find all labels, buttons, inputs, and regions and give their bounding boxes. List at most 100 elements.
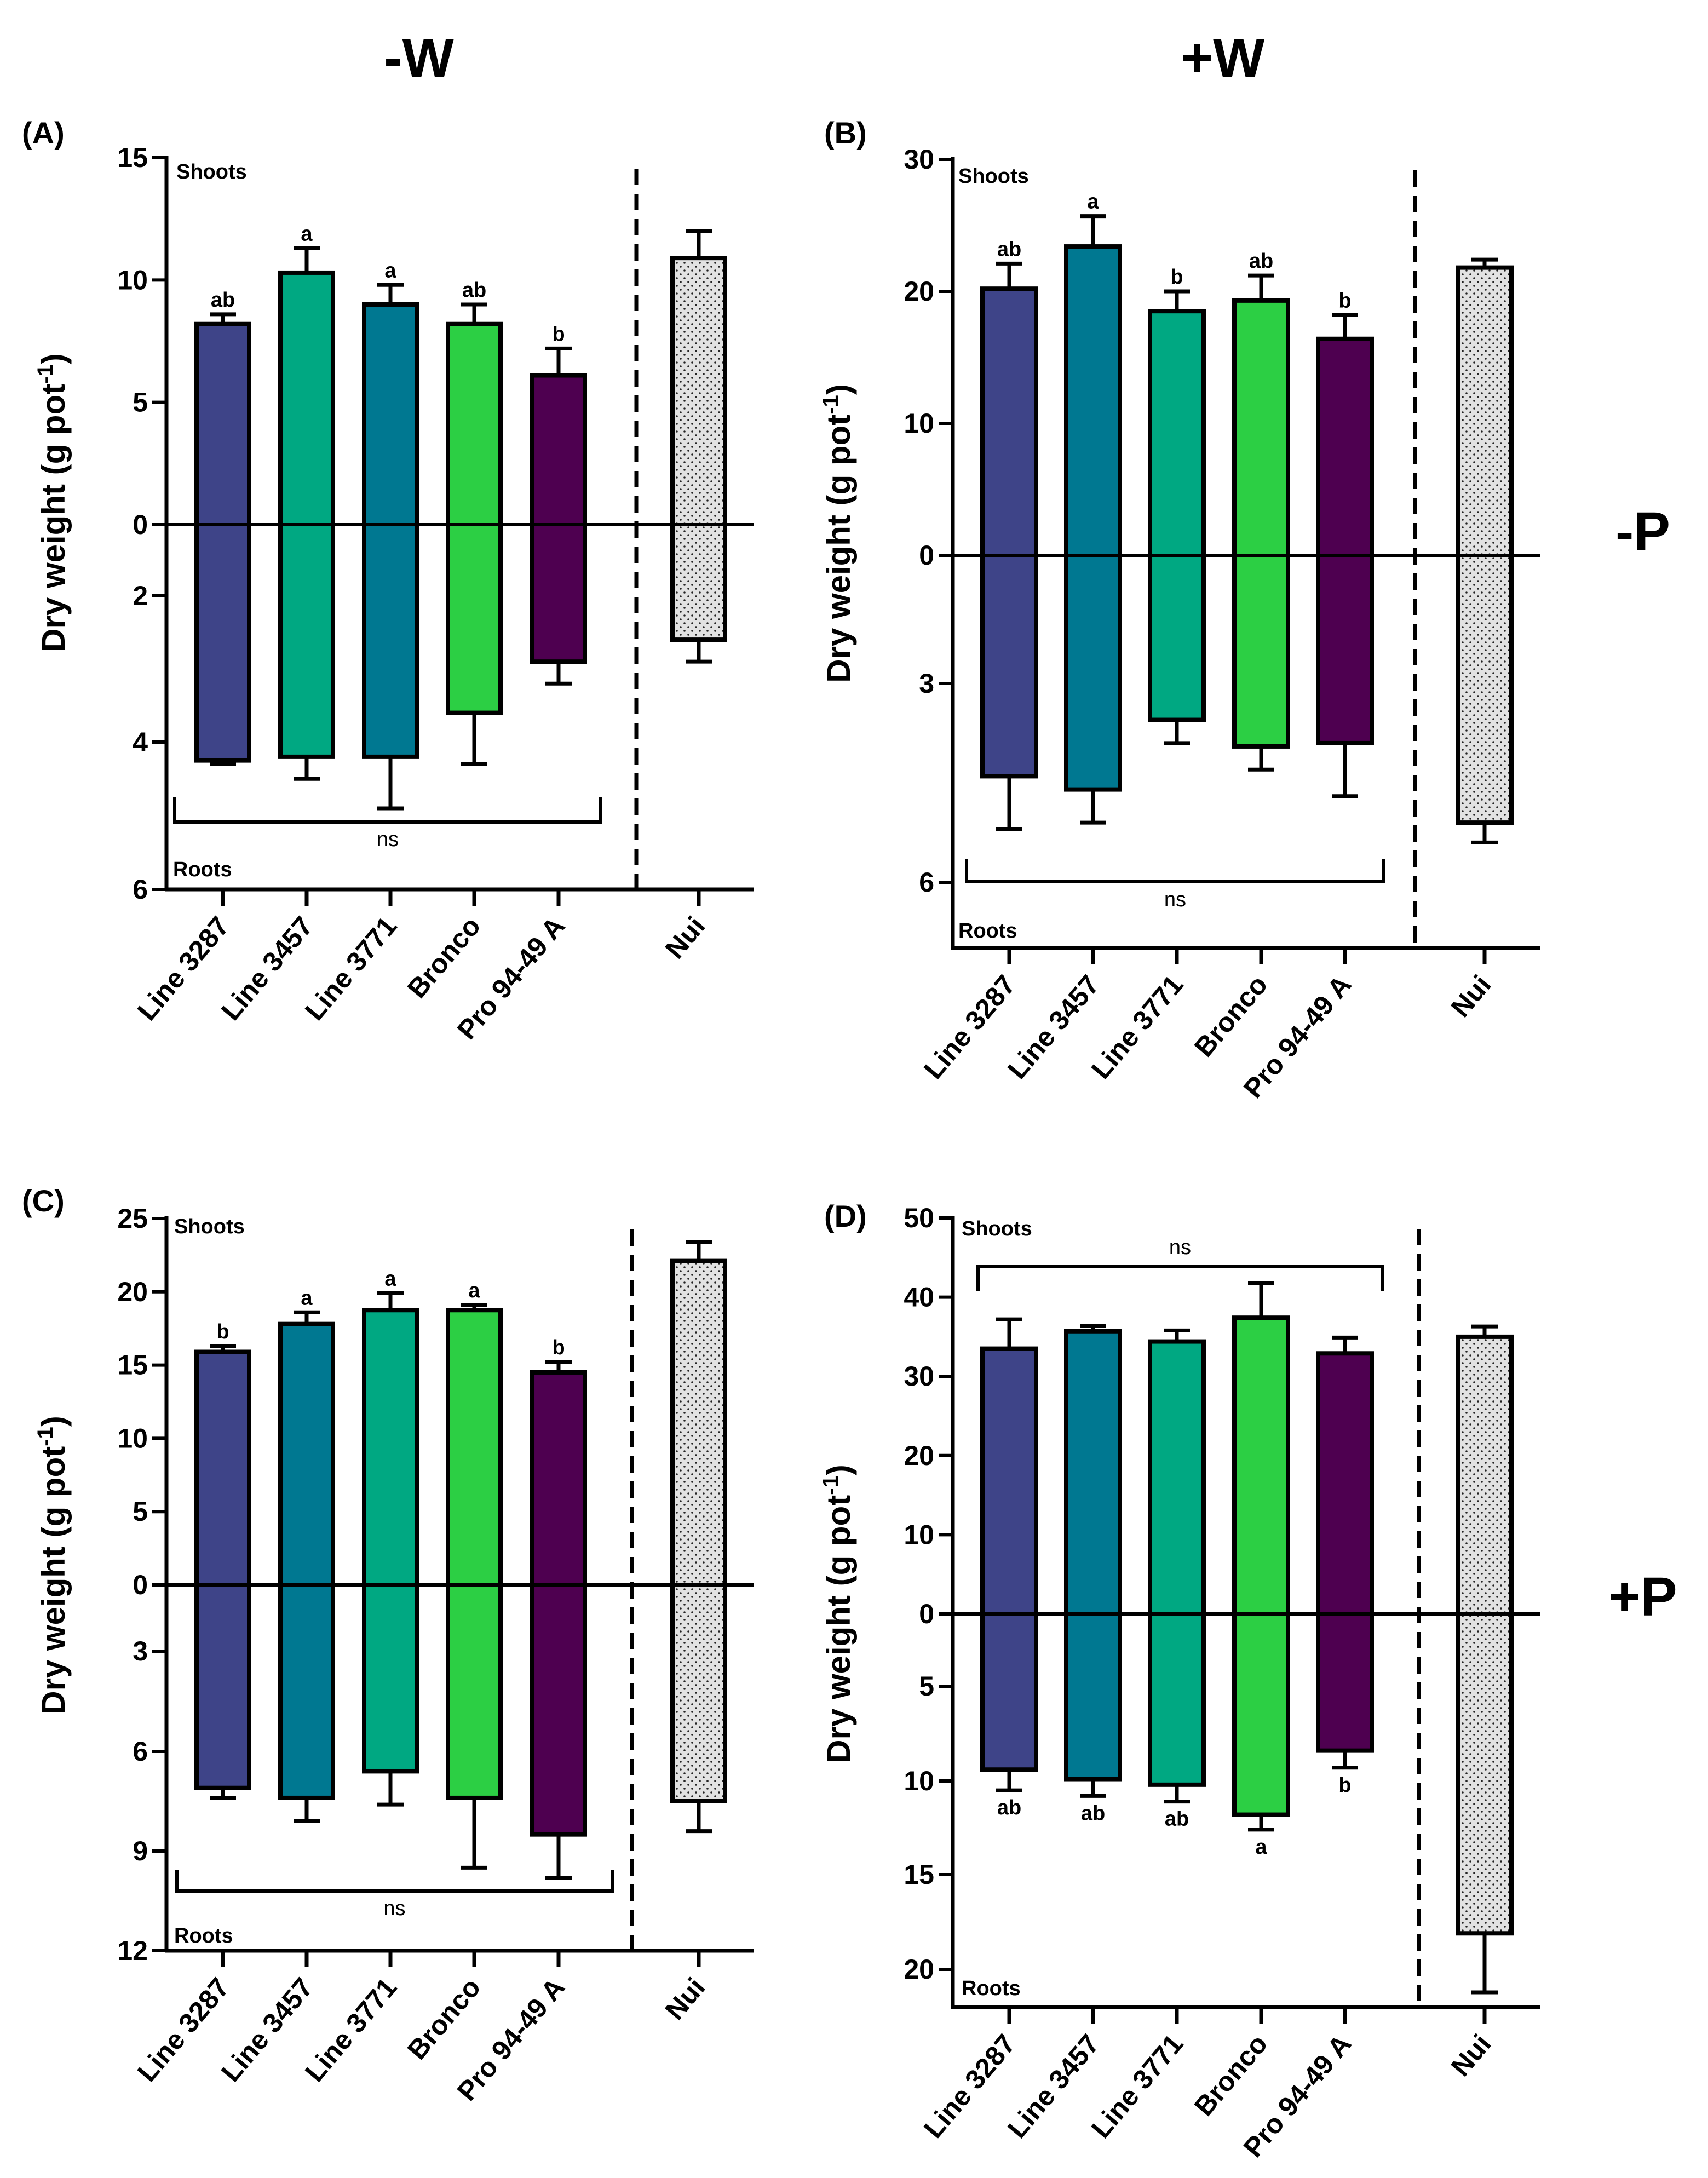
significance-ns-label: ns <box>1169 1236 1191 1259</box>
y-axis-title-superscript: -1 <box>33 1427 57 1446</box>
y-tick-label: 40 <box>904 1282 934 1313</box>
bar-line-3457 <box>1064 244 1122 792</box>
y-tick-label: 5 <box>133 1496 148 1527</box>
shoot-significance-letter: b <box>1170 266 1183 289</box>
shoot-significance-letter: b <box>1338 289 1351 312</box>
x-tick-label: Bronco <box>401 1972 486 2065</box>
shoot-significance-letter: a <box>301 1286 313 1309</box>
bar-bronco <box>1232 298 1290 749</box>
bar-line-3771 <box>362 302 419 759</box>
y-axis-title-main: Dry weight (g pot <box>35 1446 72 1715</box>
bar-pro-94-49-a <box>1316 336 1374 745</box>
shoot-significance-letter: a <box>301 222 313 245</box>
y-tick-label: 6 <box>919 867 934 898</box>
bar-nui <box>670 1258 727 1803</box>
panel-label: (A) <box>22 116 65 150</box>
shoot-significance-letter: b <box>552 323 565 346</box>
y-tick-label: 30 <box>904 144 934 175</box>
bar-bronco <box>446 321 503 715</box>
bar-nui <box>1456 1334 1514 1936</box>
y-axis-title-close: ) <box>35 1416 72 1427</box>
column-header-minus-w: -W <box>384 27 454 89</box>
y-tick-label: 10 <box>904 1519 934 1550</box>
y-tick-label: 6 <box>133 874 148 905</box>
bar-bronco <box>446 1308 503 1800</box>
bar-line-3287 <box>194 321 251 763</box>
x-tick-label: Nui <box>659 911 711 964</box>
y-tick-label: 6 <box>133 1736 148 1767</box>
bar-line-3457 <box>278 270 335 759</box>
y-tick-label: 3 <box>133 1636 148 1666</box>
shoots-label: Shoots <box>176 160 247 183</box>
significance-bracket <box>175 1870 614 1893</box>
roots-label: Roots <box>958 920 1017 943</box>
y-tick-label: 15 <box>904 1859 934 1890</box>
bar-line-3457 <box>1064 1329 1122 1782</box>
root-significance-letter: ab <box>1165 1808 1189 1831</box>
shoot-significance-letter: ab <box>1249 250 1273 273</box>
y-axis-title: Dry weight (g pot-1) <box>33 1416 72 1715</box>
roots-label: Roots <box>173 858 232 881</box>
y-axis-title-superscript: -1 <box>33 364 57 384</box>
root-significance-letter: ab <box>997 1796 1021 1819</box>
row-header-plus-p: +P <box>1608 1566 1677 1628</box>
y-tick-label: 0 <box>919 540 934 571</box>
bar-nui <box>670 256 727 642</box>
shoots-label: Shoots <box>958 165 1029 188</box>
bar-line-3287 <box>980 286 1038 779</box>
y-tick-label: 12 <box>117 1935 148 1966</box>
y-tick-label: 5 <box>919 1671 934 1702</box>
y-tick-label: 25 <box>117 1203 148 1234</box>
y-axis-title: Dry weight (g pot-1) <box>819 1464 857 1763</box>
significance-bracket <box>173 797 602 824</box>
y-axis-title: Dry weight (g pot-1) <box>819 384 857 683</box>
bar-line-3457 <box>278 1321 335 1800</box>
y-tick-label: 10 <box>117 265 148 295</box>
y-axis-title-close: ) <box>820 384 857 395</box>
y-tick-label: 50 <box>904 1203 934 1233</box>
roots-label: Roots <box>174 1924 233 1947</box>
shoot-significance-letter: ab <box>211 289 235 312</box>
y-axis-title-main: Dry weight (g pot <box>35 384 72 652</box>
y-tick-label: 30 <box>904 1361 934 1392</box>
shoot-significance-letter: ab <box>997 238 1021 261</box>
y-tick-label: 9 <box>133 1836 148 1866</box>
panel-label: (B) <box>824 116 867 150</box>
shoot-significance-letter: a <box>384 1267 396 1290</box>
bar-line-3771 <box>1148 309 1206 722</box>
y-axis-title-main: Dry weight (g pot <box>820 1495 857 1763</box>
y-tick-label: 0 <box>133 1570 148 1600</box>
bar-line-3287 <box>980 1346 1038 1772</box>
x-tick-label: Bronco <box>1188 969 1273 1062</box>
shoot-significance-letter: b <box>216 1320 229 1343</box>
y-tick-label: 20 <box>904 1440 934 1471</box>
row-header-minus-p: -P <box>1615 501 1670 562</box>
y-tick-label: 20 <box>904 276 934 307</box>
y-axis-title-close: ) <box>35 353 72 364</box>
significance-bracket <box>965 859 1385 883</box>
y-axis-title-close: ) <box>820 1464 857 1475</box>
x-tick-label: Nui <box>1445 969 1497 1023</box>
y-tick-label: 2 <box>133 581 148 611</box>
shoot-significance-letter: ab <box>462 279 486 302</box>
y-axis-title: Dry weight (g pot-1) <box>33 353 72 652</box>
y-tick-label: 20 <box>117 1277 148 1307</box>
y-tick-label: 4 <box>133 727 148 757</box>
y-tick-label: 0 <box>919 1599 934 1629</box>
y-axis-title-main: Dry weight (g pot <box>820 415 857 683</box>
significance-ns-label: ns <box>1164 888 1186 911</box>
bar-pro-94-49-a <box>530 1370 587 1837</box>
significance-ns-label: ns <box>383 1897 405 1920</box>
significance-ns-label: ns <box>377 828 399 851</box>
bar-line-3771 <box>1148 1339 1206 1787</box>
shoots-label: Shoots <box>174 1215 245 1238</box>
y-tick-label: 3 <box>919 668 934 699</box>
bar-line-3771 <box>362 1308 419 1774</box>
y-tick-label: 20 <box>904 1954 934 1985</box>
shoot-significance-letter: a <box>1087 191 1099 214</box>
shoots-label: Shoots <box>962 1217 1032 1240</box>
y-tick-label: 10 <box>117 1423 148 1453</box>
